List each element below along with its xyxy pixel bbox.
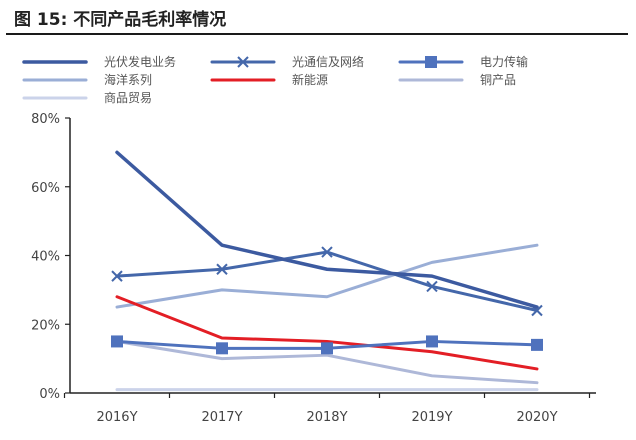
y-tick-label: 40% [31, 250, 60, 265]
legend-label: 光伏发电业务 [104, 54, 176, 69]
data-point-square-marker [111, 335, 123, 348]
figure-header: 图 15: 不同产品毛利率情况 [6, 2, 628, 35]
data-point-x-marker [216, 263, 228, 275]
data-point-square-marker [321, 342, 333, 355]
legend-label: 海洋系列 [104, 72, 152, 87]
y-tick-label: 60% [31, 181, 60, 196]
x-tick-label: 2019Y [411, 410, 452, 425]
legend-item: 光通信及网络 [210, 54, 364, 69]
legend-item: 电力传输 [398, 54, 528, 69]
title-divider [6, 33, 628, 35]
x-tick-label: 2020Y [516, 410, 557, 425]
series-line-0 [115, 150, 539, 309]
x-tick-label: 2017Y [201, 410, 242, 425]
legend-item: 海洋系列 [22, 72, 152, 87]
y-tick-label: 0% [39, 387, 60, 402]
legend-item: 商品贸易 [22, 90, 152, 105]
series-line-3 [115, 243, 539, 309]
data-point-square-marker [216, 342, 228, 355]
data-point-square-marker [426, 335, 438, 348]
x-tick-label: 2018Y [306, 410, 347, 425]
legend-label: 铜产品 [480, 72, 516, 87]
data-point-x-marker [111, 270, 123, 282]
series-line-1 [115, 250, 539, 312]
data-point-x-marker [426, 280, 438, 293]
legend-square-marker [425, 56, 437, 68]
figure-title: 图 15: 不同产品毛利率情况 [14, 10, 227, 30]
series-line-4 [115, 295, 539, 371]
y-tick-label: 20% [31, 318, 60, 333]
legend-label: 电力传输 [480, 54, 528, 69]
legend-item: 光伏发电业务 [22, 54, 176, 69]
y-tick-label: 80% [31, 112, 60, 127]
x-tick-label: 2016Y [96, 410, 137, 425]
legend-label: 商品贸易 [104, 90, 152, 105]
data-point-square-marker [531, 338, 543, 351]
legend-label: 光通信及网络 [292, 54, 364, 69]
data-point-x-marker [321, 246, 333, 258]
legend-x-marker [237, 56, 249, 68]
legend-item: 新能源 [210, 72, 328, 87]
legend-item: 铜产品 [398, 72, 516, 87]
legend-label: 新能源 [292, 72, 328, 87]
